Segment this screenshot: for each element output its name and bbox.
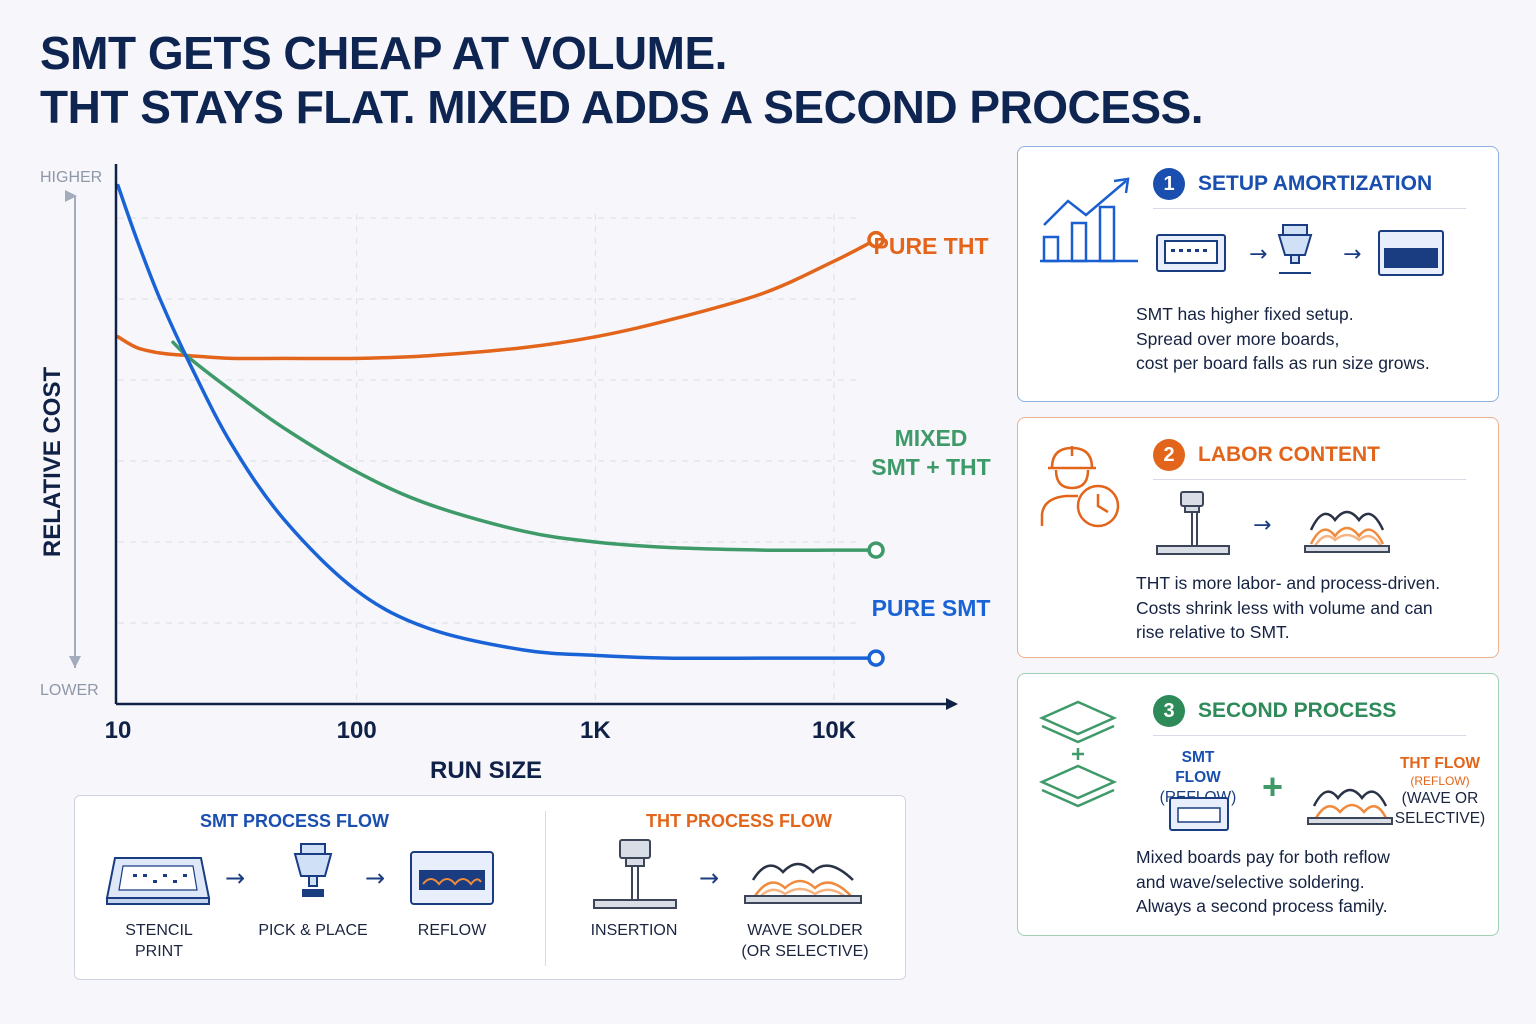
series-end-marker-pure-tht bbox=[867, 230, 885, 249]
panel-3-badge: 3 bbox=[1153, 695, 1185, 727]
plus-sign: + bbox=[1262, 766, 1284, 807]
y-arrow-down-head bbox=[69, 656, 81, 668]
pick-and-place-icon bbox=[293, 843, 333, 897]
svg-text:→: → bbox=[1253, 513, 1271, 538]
flow-step-line: (OR SELECTIVE) bbox=[741, 943, 869, 960]
y-top-label: HIGHER bbox=[40, 169, 102, 186]
panel-1-title: SETUP AMORTIZATION bbox=[1198, 172, 1433, 195]
flow-arrow: → bbox=[225, 864, 246, 892]
flow-divider bbox=[545, 811, 546, 966]
y-axis-title: RELATIVE COST bbox=[39, 367, 66, 558]
tht-flow-label-line: SELECTIVE) bbox=[1394, 810, 1486, 827]
tht-flow-label-line: (WAVE OR bbox=[1401, 790, 1479, 807]
title-line-1: SMT GETS CHEAP AT VOLUME. bbox=[40, 27, 727, 79]
panel-2-text-line: rise relative to SMT. bbox=[1136, 622, 1290, 642]
panel-2-title: LABOR CONTENT bbox=[1198, 443, 1380, 466]
panel-3-rule bbox=[1153, 735, 1466, 736]
x-tick-label: 100 bbox=[337, 717, 377, 744]
process-flow-box: SMT PROCESS FLOW THT PROCESS FLOW → → → bbox=[74, 795, 906, 980]
panel-second-process: 3 SECOND PROCESS SMT FLOW (REFLOW) + THT… bbox=[1017, 673, 1499, 936]
tht-flow-label-line: THT FLOW bbox=[1399, 755, 1481, 772]
cost-chart: PURE THT MIXED SMT + THT PURE SMT HIGHER LO… bbox=[39, 164, 991, 784]
tht-flow-label-line: (REFLOW) bbox=[1410, 774, 1470, 788]
growth-chart-icon bbox=[1040, 177, 1138, 263]
flow-step-line: REFLOW bbox=[417, 922, 487, 939]
stacked-layers-icon bbox=[1038, 700, 1118, 808]
series-label-mixed-smt-tht: SMT + THT bbox=[871, 454, 990, 480]
flow-arrow: → bbox=[699, 864, 720, 892]
panel-3-text: Mixed boards pay for both reflow and wav… bbox=[1136, 845, 1390, 919]
series-end-marker-mixed-smt-tht bbox=[867, 541, 885, 559]
x-tick-label: 10 bbox=[105, 717, 132, 744]
series-end-marker-pure-smt bbox=[867, 649, 885, 667]
flow-step-wave-solder: WAVE SOLDER (OR SELECTIVE) bbox=[741, 920, 868, 962]
series-line-mixed-smt-tht bbox=[171, 340, 878, 553]
setup-flow-icons: → → bbox=[1156, 224, 1444, 276]
svg-text:→: → bbox=[1249, 242, 1267, 267]
stencil-print-icon bbox=[105, 857, 211, 905]
series-label-mixed-smt-tht: MIXED bbox=[895, 425, 968, 451]
x-tick-label: 10K bbox=[812, 717, 857, 744]
wave-solder-icon bbox=[744, 862, 862, 904]
panel-1-text-line: cost per board falls as run size grows. bbox=[1136, 353, 1430, 373]
series-label-pure-tht: PURE THT bbox=[874, 233, 989, 259]
series-line-pure-tht bbox=[116, 237, 878, 361]
reflow-oven-icon bbox=[410, 851, 494, 905]
series-label-pure-smt: PURE SMT bbox=[872, 595, 991, 621]
panel-1-text-line: SMT has higher fixed setup. bbox=[1136, 304, 1354, 324]
panel-labor-content: 2 LABOR CONTENT → THT is more labor- and… bbox=[1017, 417, 1499, 658]
panel-setup-amortization: 1 SETUP AMORTIZATION → → SMT has higher … bbox=[1017, 146, 1499, 402]
smt-flow-label-line: SMT FLOW bbox=[1175, 749, 1221, 786]
panel-2-text-line: THT is more labor- and process-driven. bbox=[1136, 573, 1441, 593]
flow-step-line: STENCIL bbox=[125, 922, 193, 939]
panel-1-text-line: Spread over more boards, bbox=[1136, 328, 1340, 349]
panel-2-text: THT is more labor- and process-driven. C… bbox=[1136, 571, 1440, 645]
wave-solder-icon bbox=[1307, 788, 1393, 825]
flow-step-line: INSERTION bbox=[590, 922, 678, 939]
panel-3-text-line: Always a second process family. bbox=[1136, 896, 1388, 916]
flow-arrow: → bbox=[365, 864, 386, 892]
reflow-oven-icon bbox=[1169, 797, 1229, 831]
flow-step-line: PICK & PLACE bbox=[258, 922, 368, 939]
panel-1-badge: 1 bbox=[1153, 168, 1185, 200]
title-line-2: THT STAYS FLAT. MIXED ADDS A SECOND PROC… bbox=[40, 81, 1204, 133]
tht-flow-label: THT FLOW (REFLOW) (WAVE OR SELECTIVE) bbox=[1394, 754, 1486, 829]
panel-2-badge: 2 bbox=[1153, 439, 1185, 471]
panel-3-title: SECOND PROCESS bbox=[1198, 699, 1397, 722]
flow-step-line: PRINT bbox=[134, 943, 183, 960]
worker-clock-icon bbox=[1040, 446, 1120, 528]
labor-flow-icons: → bbox=[1156, 491, 1390, 555]
x-tick-label: 1K bbox=[580, 717, 611, 744]
insertion-icon bbox=[593, 839, 677, 909]
panel-3-text-line: and wave/selective soldering. bbox=[1136, 871, 1365, 892]
svg-text:→: → bbox=[1343, 242, 1361, 267]
panel-2-text-line: Costs shrink less with volume and can bbox=[1136, 597, 1433, 618]
flow-step-pick-place: PICK & PLACE bbox=[258, 920, 367, 941]
flow-step-line: WAVE SOLDER bbox=[747, 922, 863, 939]
y-bottom-label: LOWER bbox=[40, 682, 99, 699]
panel-3-text-line: Mixed boards pay for both reflow bbox=[1136, 847, 1390, 867]
panel-2-rule bbox=[1153, 479, 1466, 480]
flow-step-stencil-print: STENCIL PRINT bbox=[125, 920, 193, 962]
x-axis-title: RUN SIZE bbox=[430, 757, 542, 784]
flow-step-insertion: INSERTION bbox=[591, 920, 678, 941]
flow-step-reflow: REFLOW bbox=[418, 920, 486, 941]
series-line-pure-smt bbox=[116, 183, 878, 661]
smt-process-flow-title: SMT PROCESS FLOW bbox=[200, 811, 389, 831]
panel-1-rule bbox=[1153, 208, 1466, 209]
tht-process-flow-title: THT PROCESS FLOW bbox=[646, 811, 832, 831]
panel-1-text: SMT has higher fixed setup. Spread over … bbox=[1136, 302, 1430, 376]
